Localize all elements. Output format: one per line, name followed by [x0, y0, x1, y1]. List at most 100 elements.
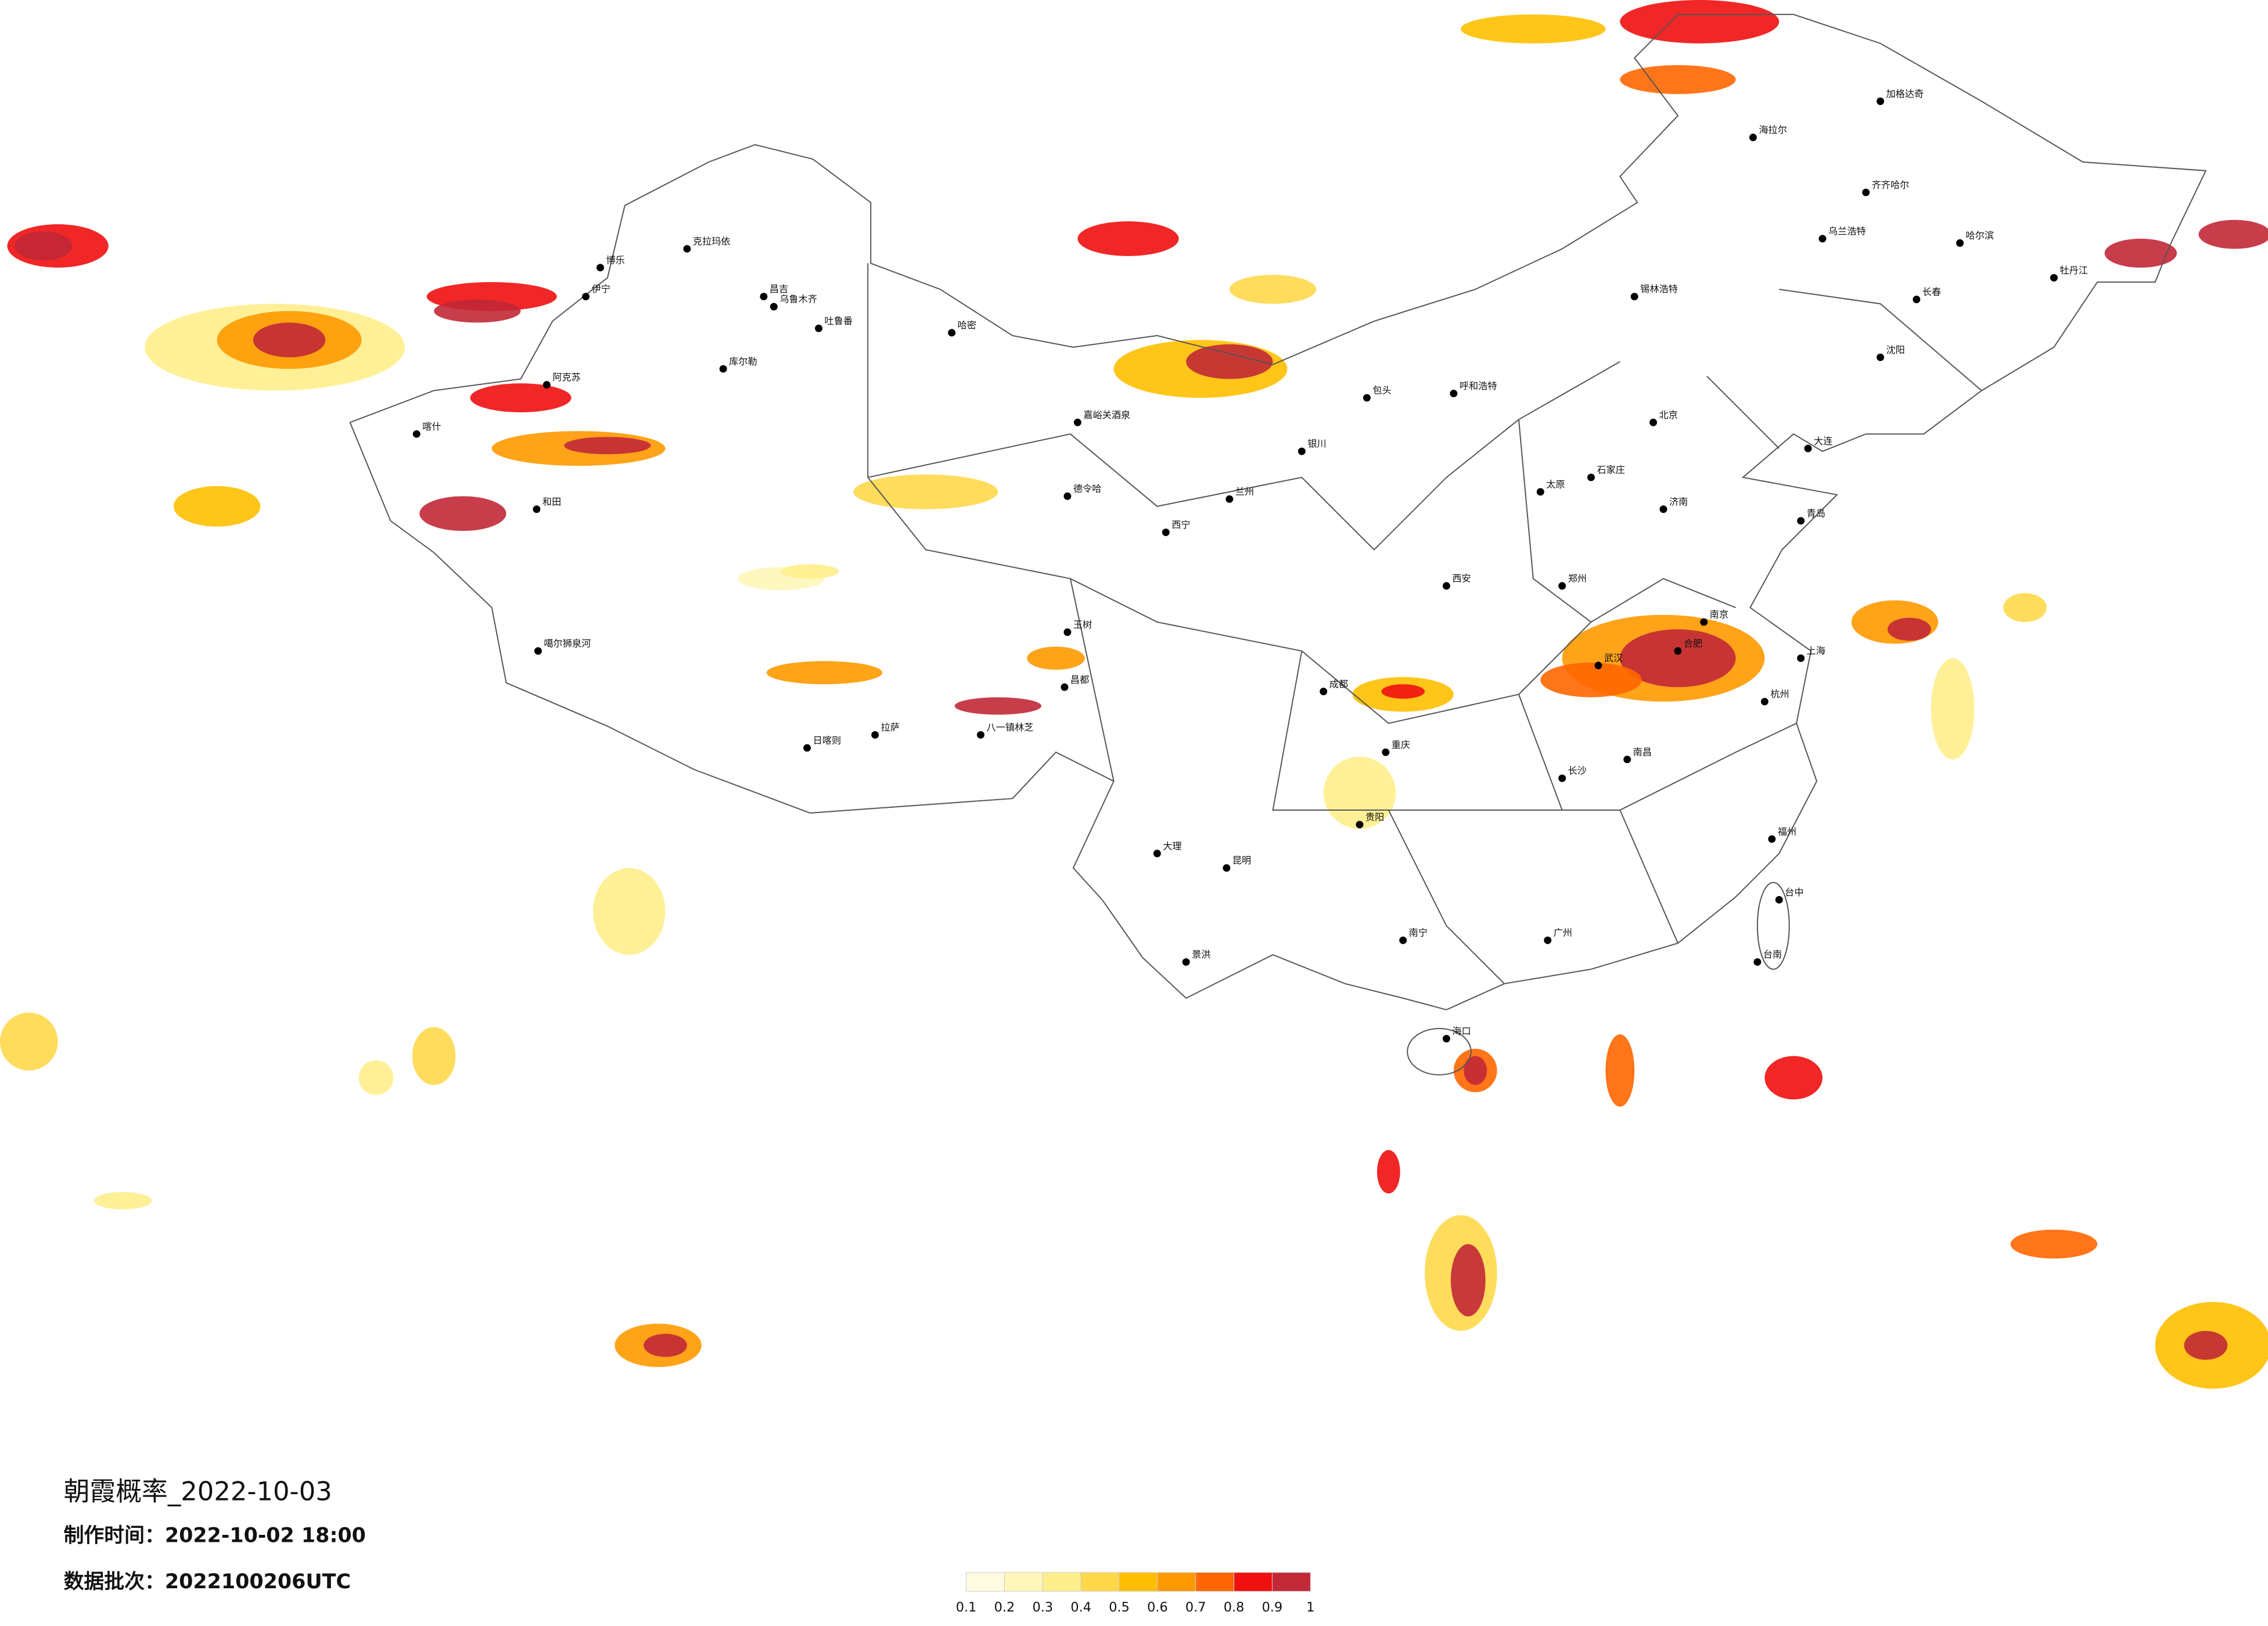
- city-dot: [1913, 296, 1921, 304]
- city-dot: [1073, 418, 1081, 426]
- city-dot: [1877, 97, 1885, 105]
- city-dot: [1956, 239, 1964, 247]
- city-dot: [1223, 864, 1231, 872]
- province-border: [867, 263, 1982, 984]
- city-dot: [1544, 936, 1552, 944]
- probability-area: [14, 231, 73, 261]
- city-label: 青岛: [1807, 508, 1825, 519]
- city-dot: [1623, 756, 1631, 764]
- city-dot: [1063, 628, 1072, 636]
- city-dot: [770, 303, 778, 311]
- city-dot: [533, 505, 541, 513]
- city-dot: [1162, 528, 1170, 537]
- legend-tick-label: 0.5: [1109, 1600, 1130, 1615]
- legend-tick-label: 0.1: [956, 1600, 977, 1615]
- city-dot: [1674, 647, 1682, 655]
- city-dot: [1063, 492, 1072, 500]
- city-label: 昆明: [1232, 855, 1251, 866]
- city-dot: [719, 365, 727, 373]
- probability-area: [358, 1060, 394, 1095]
- city-label: 八一镇林芝: [986, 722, 1033, 733]
- city-label: 台南: [1763, 949, 1782, 960]
- city-label: 南京: [1710, 609, 1728, 620]
- probability-area: [2184, 1330, 2228, 1360]
- city-label: 兰州: [1235, 486, 1254, 497]
- probability-area: [94, 1192, 152, 1210]
- city-dot: [1320, 688, 1328, 696]
- city-dot: [1587, 473, 1595, 481]
- city-label: 北京: [1659, 409, 1678, 420]
- legend-tick-label: 0.9: [1262, 1600, 1283, 1615]
- city-dot: [542, 381, 551, 389]
- city-label: 长春: [1922, 286, 1941, 297]
- city-label: 重庆: [1392, 739, 1410, 750]
- probability-area: [2198, 220, 2268, 249]
- city-label: 昌吉: [770, 283, 788, 294]
- probability-area: [1381, 684, 1425, 699]
- city-label: 成都: [1329, 678, 1348, 689]
- city-label: 哈尔滨: [1965, 230, 1994, 241]
- city-dot: [1356, 821, 1364, 829]
- city-label: 库尔勒: [729, 356, 757, 367]
- probability-area: [419, 496, 506, 531]
- city-label: 海口: [1452, 1026, 1471, 1037]
- data-batch: 数据批次：2022100206UTC: [64, 1570, 351, 1593]
- city-dot: [1297, 447, 1306, 455]
- legend-swatch: [1271, 1572, 1311, 1592]
- city-dot: [815, 325, 823, 332]
- probability-area: [1077, 221, 1179, 256]
- legend-tick-label: 0.3: [1033, 1600, 1054, 1615]
- legend-tick-label: 0.6: [1147, 1600, 1168, 1615]
- probability-field: [0, 0, 2268, 1389]
- probability-area: [1605, 1034, 1635, 1107]
- production-time: 制作时间：2022-10-02 18:00: [64, 1524, 366, 1548]
- city-label: 日喀则: [813, 735, 842, 746]
- legend-swatch: [1004, 1572, 1043, 1592]
- city-dot: [948, 329, 956, 337]
- probability-area: [0, 1012, 58, 1071]
- legend-tick-label: 0.4: [1070, 1600, 1091, 1615]
- city-dot: [760, 293, 768, 301]
- country-border: [349, 13, 2207, 1010]
- city-label: 阿克苏: [552, 372, 581, 383]
- city-dot: [1450, 390, 1458, 398]
- legend-tick-label: 0.8: [1224, 1600, 1245, 1615]
- city-dot: [683, 244, 691, 253]
- city-label: 牡丹江: [2059, 265, 2088, 276]
- city-label: 合肥: [1684, 638, 1702, 649]
- city-dot: [1182, 958, 1190, 966]
- city-dot: [1749, 134, 1757, 142]
- legend-swatch: [1080, 1572, 1120, 1592]
- probability-area: [434, 299, 521, 323]
- city-label: 包头: [1372, 385, 1391, 396]
- city-label: 景洪: [1192, 949, 1210, 960]
- city-label: 呼和浩特: [1460, 380, 1497, 391]
- probability-area: [781, 564, 839, 579]
- probability-area: [1323, 756, 1396, 829]
- city-dot: [1153, 850, 1161, 858]
- city-dot: [1760, 697, 1769, 706]
- taiwan-border: [1756, 882, 1790, 970]
- probability-area: [1764, 1056, 1823, 1100]
- color-legend: 0.1 0.2 0.3 0.4 0.5 0.6 0.7 0.8 0.9 1: [956, 1572, 1314, 1615]
- city-dot: [1768, 835, 1776, 843]
- city-dot: [1700, 618, 1708, 626]
- probability-area: [1620, 0, 1780, 44]
- city-label: 福州: [1778, 826, 1796, 837]
- probability-area: [1027, 646, 1085, 670]
- city-dot: [1630, 293, 1638, 301]
- probability-area: [2003, 593, 2047, 623]
- city-label: 和田: [542, 496, 561, 507]
- probability-area: [1461, 14, 1606, 44]
- legend-swatch: [1234, 1572, 1273, 1592]
- city-dot: [1225, 495, 1234, 503]
- city-label: 哈密: [958, 319, 976, 330]
- probability-area: [2104, 239, 2177, 268]
- city-dot: [1775, 895, 1783, 904]
- city-label: 乌鲁木齐: [779, 294, 817, 305]
- city-label: 上海: [1807, 645, 1825, 656]
- legend-swatch: [966, 1572, 1005, 1592]
- probability-area: [564, 437, 651, 455]
- probability-area: [173, 486, 261, 527]
